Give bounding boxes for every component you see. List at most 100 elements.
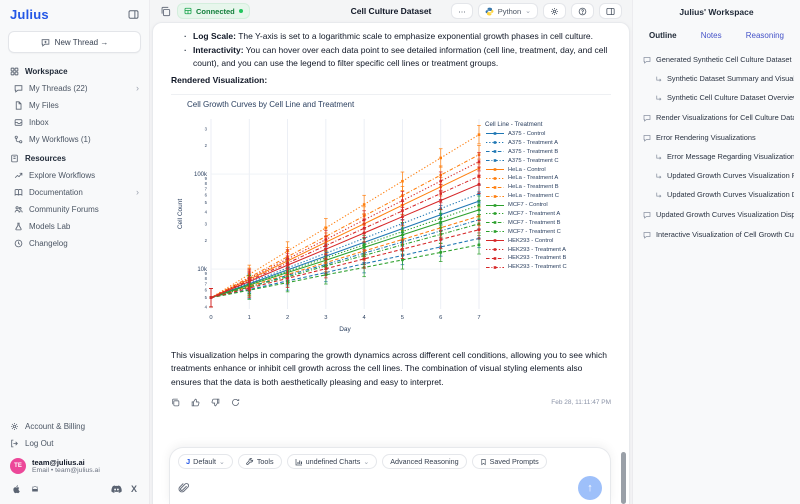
subitem-corner-icon [655,70,662,88]
outline-subitem[interactable]: Synthetic Cell Culture Dataset Overview [655,90,794,105]
workspace-tabs: Outline Notes Reasoning [633,31,800,40]
connected-status-icon [184,7,192,15]
new-thread-button[interactable]: New Thread → [8,31,141,53]
outline-subitem[interactable]: Updated Growth Curves Visualization Di..… [655,187,794,202]
outline-item[interactable]: Updated Growth Curves Visualization Disp… [643,207,794,222]
scrollbar-thumb[interactable] [621,452,626,504]
sidebar-item-documentation[interactable]: Documentation › [0,184,149,201]
tools-chip[interactable]: Tools [237,454,282,469]
tab-notes[interactable]: Notes [700,31,722,40]
green-dot [238,9,243,13]
legend-entry[interactable]: MCF7 - Control [485,201,603,210]
clock-icon [14,239,23,248]
legend-entry[interactable]: A375 - Treatment B [485,147,603,156]
sidebar-item-inbox[interactable]: Inbox [0,114,149,131]
legend-entry[interactable]: HeLa - Treatment B [485,183,603,192]
svg-text:5: 5 [205,200,208,205]
sidebar-item-community-forums[interactable]: Community Forums [0,201,149,218]
svg-text:4: 4 [363,315,367,321]
sidebar-item-my-workflows[interactable]: My Workflows (1) [0,131,149,148]
sidebar-item-log-out[interactable]: Log Out [0,435,149,452]
julius-mini-logo: J [186,457,191,466]
outline-subitem[interactable]: Error Message Regarding Visualization ..… [655,149,794,164]
outline-item[interactable]: Interactive Visualization of Cell Growth… [643,227,794,242]
model-selector-chip[interactable]: J Default ⌄ [178,454,233,469]
sidebar-item-my-files[interactable]: My Files [0,97,149,114]
chart-legend[interactable]: Cell Line - Treatment A375 - Control A375 … [485,109,603,272]
divider [171,93,611,95]
dropdown-caret-icon: ⌄ [525,8,531,15]
saved-prompts-chip[interactable]: Saved Prompts [471,454,547,469]
svg-text:9: 9 [205,175,208,180]
grid-icon [10,67,19,76]
julius-logo[interactable]: Julius [10,7,49,22]
send-button[interactable]: ↑ [578,476,602,500]
workflow-icon [14,135,23,144]
resources-icon [10,154,19,163]
user-account[interactable]: TE team@julius.ai Email • team@julius.ai [0,452,149,480]
svg-text:1: 1 [248,315,251,321]
apple-icon[interactable] [12,484,21,494]
legend-entry[interactable]: HeLa - Treatment C [485,192,603,201]
legend-entry[interactable]: A375 - Treatment A [485,138,603,147]
panel-toggle-button[interactable] [599,3,622,19]
outline-subitem[interactable]: Synthetic Dataset Summary and Visuali... [655,71,794,86]
sidebar-item-account-billing[interactable]: Account & Billing [0,418,149,435]
workspace-section-header: Workspace [0,61,149,80]
workspace-panel-title: Julius' Workspace [679,7,754,17]
dropdown-caret-icon: ⌄ [218,458,225,466]
wrench-icon [246,457,254,466]
legend-entry[interactable]: HEK293 - Treatment C [485,263,603,272]
regenerate-icon[interactable] [231,398,240,407]
runtime-selector[interactable]: Python ⌄ [477,3,538,19]
more-options-button[interactable]: ⋯ [451,3,473,19]
outline-item[interactable]: Generated Synthetic Cell Culture Dataset [643,52,794,67]
copy-thread-icon[interactable] [160,6,171,17]
sidebar-item-my-threads[interactable]: My Threads (22) › [0,80,149,97]
outline-item[interactable]: Render Visualizations for Cell Culture D… [643,110,794,125]
legend-entry[interactable]: A375 - Control [485,130,603,139]
legend-entry[interactable]: MCF7 - Treatment B [485,218,603,227]
sidebar-item-models-lab[interactable]: Models Lab [0,218,149,235]
discord-icon[interactable] [111,485,122,494]
legend-entry[interactable]: HeLa - Control [485,165,603,174]
message-timestamp: Feb 28, 11:11:47 PM [551,399,611,406]
outline-subitem[interactable]: Updated Growth Curves Visualization R... [655,168,794,183]
message-input[interactable] [195,479,578,497]
message-icon [643,51,651,69]
thumbs-down-icon[interactable] [211,398,220,407]
thumbs-up-icon[interactable] [191,398,200,407]
user-email: team@julius.ai [32,458,85,467]
svg-text:8: 8 [205,180,208,185]
android-icon[interactable] [30,485,40,494]
help-chat-button[interactable] [571,3,594,19]
legend-entry[interactable]: HEK293 - Treatment B [485,254,603,263]
sidebar-collapse-icon[interactable] [128,9,139,20]
svg-text:6: 6 [205,287,208,292]
outline-item[interactable]: Error Rendering Visualizations [643,130,794,145]
sidebar-item-explore-workflows[interactable]: Explore Workflows [0,167,149,184]
x-twitter-icon[interactable]: X [130,484,137,494]
legend-entry[interactable]: HeLa - Treatment A [485,174,603,183]
legend-entry[interactable]: MCF7 - Treatment A [485,210,603,219]
tab-reasoning[interactable]: Reasoning [745,31,784,40]
charts-chip[interactable]: undefined Charts ⌄ [286,454,378,469]
connected-status[interactable]: Connected [177,3,250,19]
chart-icon [295,458,303,466]
legend-entry[interactable]: HEK293 - Control [485,236,603,245]
copy-icon[interactable] [171,398,180,407]
python-icon [485,7,494,16]
tab-outline[interactable]: Outline [649,31,677,40]
workspace-panel: Julius' Workspace Outline Notes Reasonin… [632,0,800,504]
legend-entry[interactable]: HEK293 - Treatment A [485,245,603,254]
legend-entry[interactable]: A375 - Treatment C [485,156,603,165]
settings-button[interactable] [543,3,566,19]
advanced-reasoning-chip[interactable]: Advanced Reasoning [382,454,467,469]
legend-entry[interactable]: MCF7 - Treatment C [485,227,603,236]
panel-columns-icon [606,7,615,16]
chat-question-icon [578,7,587,16]
sidebar-item-changelog[interactable]: Changelog [0,235,149,252]
paperclip-icon[interactable] [178,482,189,495]
